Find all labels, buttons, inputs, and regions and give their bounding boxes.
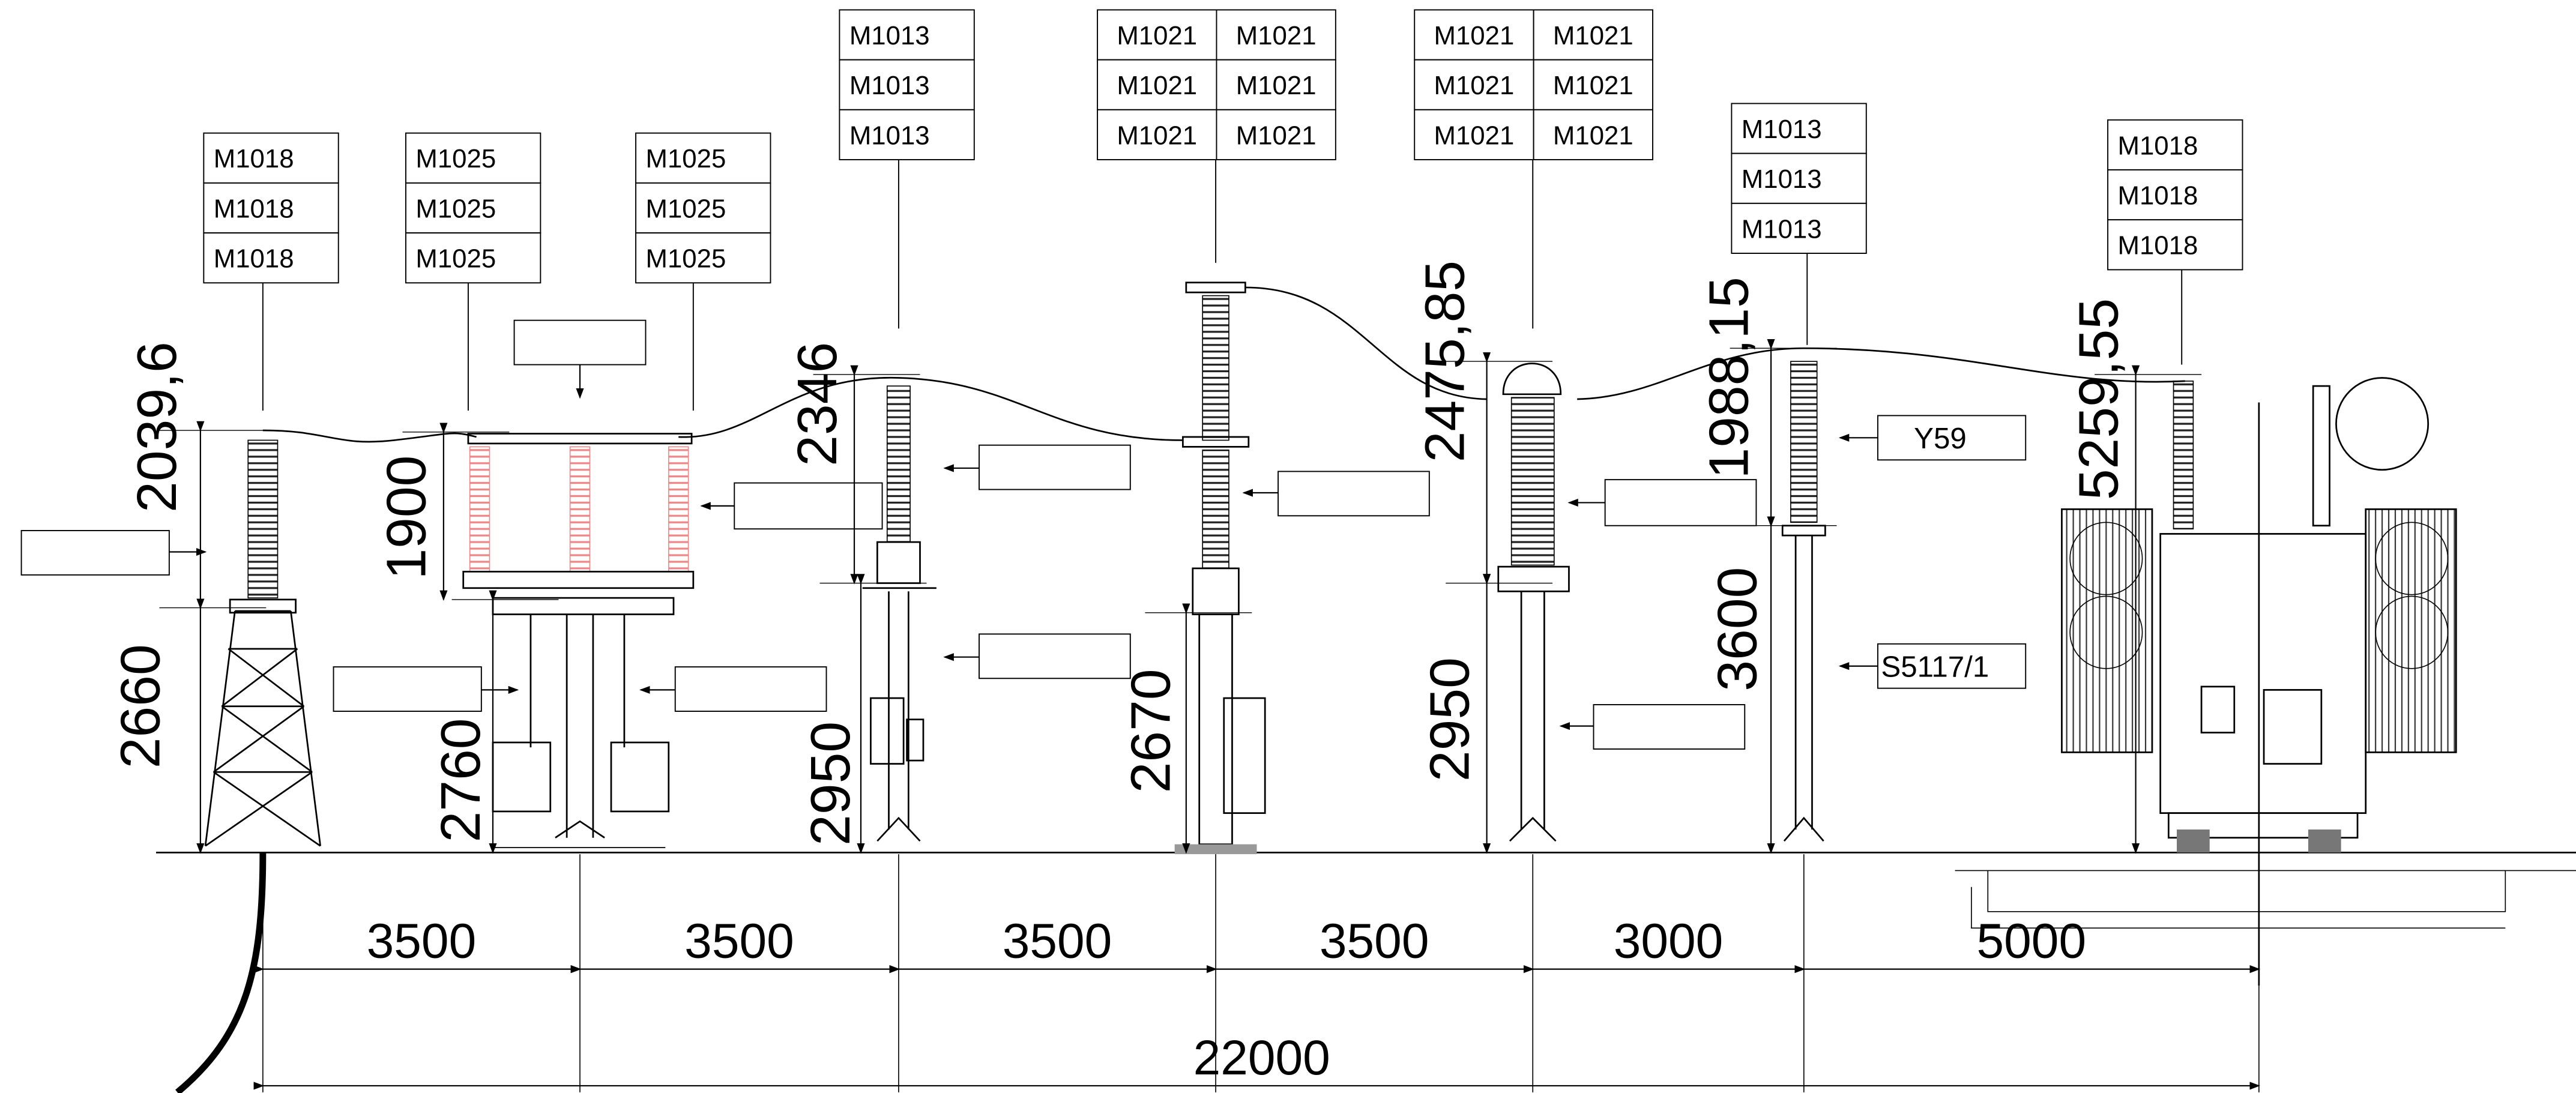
label-text: M1021 [1117, 21, 1197, 50]
label-cell [1216, 109, 1336, 160]
overall-dimension: 22000 [1193, 1031, 1330, 1085]
annotations: M1018 M1018 M1018 M1025 M1025 M1025 M1025 M1025… [109, 9, 2261, 1092]
blank-box [20, 529, 170, 576]
horizontal-dimension: 3500 [1320, 914, 1429, 968]
label-text: M1021 [1236, 71, 1317, 100]
label-text: M1025 [415, 144, 496, 173]
equipment [155, 282, 2576, 1093]
label-text: M1021 [1553, 71, 1633, 100]
vertical-dimension: 2346 [786, 342, 848, 466]
label-cell [203, 232, 339, 284]
label-text: M1021 [1236, 121, 1317, 150]
label-text: M1021 [1117, 121, 1197, 150]
label-cell [1097, 109, 1217, 160]
label-text: M1013 [849, 71, 930, 100]
label-text: M1013 [1742, 164, 1822, 194]
label-text: M1025 [415, 194, 496, 223]
horizontal-dimension: 3000 [1614, 914, 1724, 968]
blank-box [1593, 704, 1746, 750]
label-text: M1018 [214, 194, 294, 223]
horizontal-dimension: 3500 [684, 914, 794, 968]
label-text: M1021 [1434, 21, 1515, 50]
blank-box [1277, 471, 1430, 517]
horizontal-dimension: 3500 [367, 914, 477, 968]
label-cell [1414, 109, 1534, 160]
vertical-dimension: 5259,55 [2067, 298, 2129, 500]
label-cell [1216, 59, 1336, 110]
blank-box [979, 444, 1131, 490]
label-text: M1025 [645, 244, 726, 274]
blank-callouts [20, 319, 1757, 750]
tag-box [1877, 643, 2027, 689]
label-cell [203, 182, 339, 234]
vertical-dimension: 2760 [429, 718, 492, 842]
label-cell [405, 232, 541, 284]
label-text: M1021 [1434, 121, 1515, 150]
label-text: M1021 [1434, 71, 1515, 100]
blank-box [979, 633, 1131, 679]
label-cell [2107, 169, 2243, 221]
label-text: M1021 [1553, 21, 1633, 50]
vertical-dimension: 2950 [799, 721, 861, 846]
label-text: M1025 [415, 244, 496, 274]
label-text: M1018 [2117, 181, 2198, 210]
label-text: M1021 [1117, 71, 1197, 100]
label-cell [405, 132, 541, 184]
label-text: M1021 [1553, 121, 1633, 150]
vertical-dimension: 2670 [1119, 669, 1181, 793]
label-text: M1025 [645, 144, 726, 173]
label-cell [1533, 9, 1653, 61]
label-cell [635, 132, 771, 184]
tag-text: S5117/1 [1881, 651, 1989, 684]
label-cell [839, 9, 975, 61]
label-text: M1018 [2117, 131, 2198, 160]
blank-box [513, 319, 647, 366]
label-cell [1533, 109, 1653, 160]
vertical-dimension: 1988,15 [1698, 277, 1760, 478]
horizontal-dimension: 3500 [1003, 914, 1112, 968]
label-cell [203, 132, 339, 184]
label-text: M1013 [1742, 214, 1822, 244]
label-text: M1018 [2117, 231, 2198, 260]
label-cell [839, 59, 975, 110]
label-cell [839, 109, 975, 160]
vertical-dimension: 2039,6 [125, 342, 188, 513]
vertical-dimension: 3600 [1706, 567, 1768, 691]
blank-box [333, 666, 482, 712]
label-text: M1018 [214, 244, 294, 274]
blank-box [734, 482, 883, 530]
vertical-dimension: 2950 [1418, 657, 1480, 781]
label-cell [2107, 219, 2243, 271]
label-text: M1018 [214, 144, 294, 173]
vertical-dimension: 1900 [375, 456, 438, 580]
blank-box [674, 666, 827, 712]
horizontal-dimension: 5000 [1977, 914, 2087, 968]
vertical-dimension: 2475,85 [1413, 260, 1476, 462]
label-cell [2107, 119, 2243, 170]
label-cell [1731, 202, 1867, 254]
label-text: M1021 [1236, 21, 1317, 50]
tag-text: Y59 [1914, 422, 1967, 455]
label-cell [1414, 9, 1534, 61]
blank-box [1604, 479, 1757, 526]
tag-box [1877, 415, 2027, 461]
label-cell [405, 182, 541, 234]
label-text: M1013 [1742, 115, 1822, 144]
label-text: M1013 [849, 121, 930, 150]
label-text: M1013 [849, 21, 930, 50]
label-cell [1097, 59, 1217, 110]
label-cell [1097, 9, 1217, 61]
vertical-dimension: 2660 [109, 644, 171, 768]
label-text: M1025 [645, 194, 726, 223]
label-cell [635, 232, 771, 284]
